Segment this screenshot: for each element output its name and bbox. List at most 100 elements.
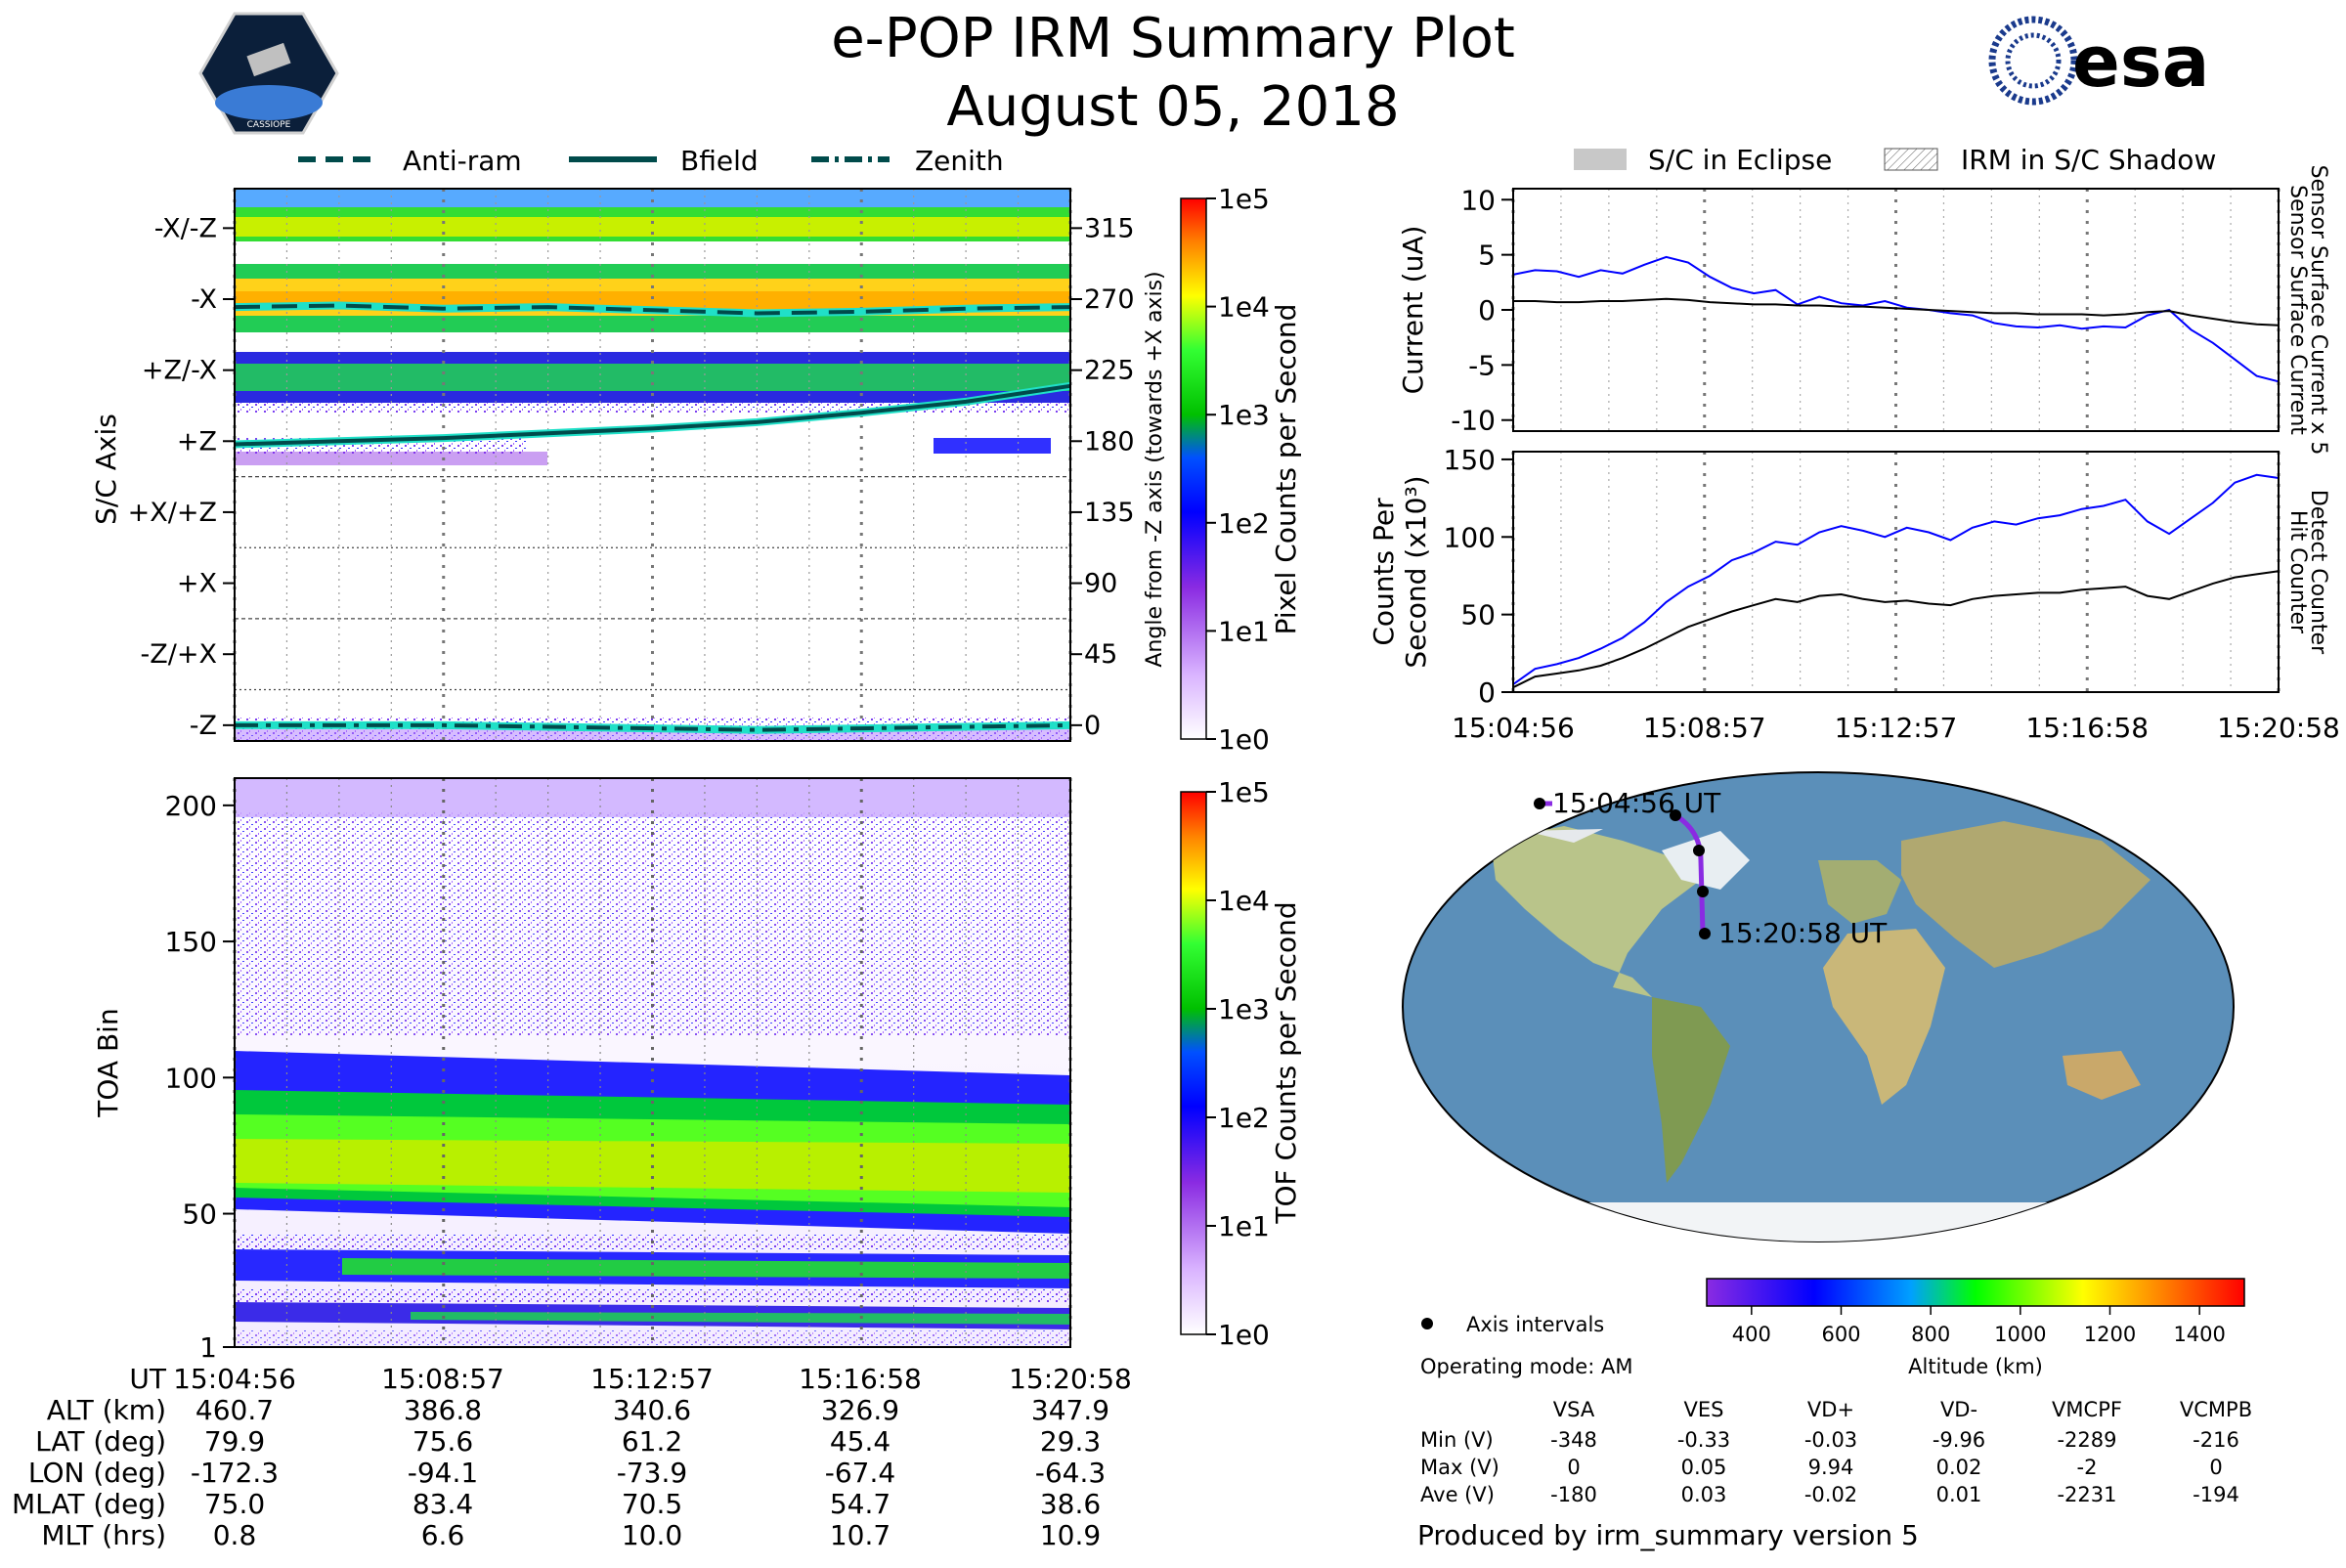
tof-spectrogram-panel: 200 150 100 50 1 TOA Bin: [92, 777, 1072, 1364]
tof-colorbar-label: TOF Counts per Second: [1270, 901, 1302, 1224]
ephemeris-time: 15:20:58: [1009, 1363, 1132, 1395]
pixel-colorbar: 1e5 1e4 1e3 1e2 1e1 1e0 Pixel Counts per Seco…: [1180, 183, 1302, 756]
counts-ytick-label: 50: [1460, 599, 1496, 632]
ephemeris-cell: 0.8: [213, 1519, 257, 1551]
ephemeris-cell: 45.4: [830, 1425, 891, 1458]
voltage-column-header: VSA: [1553, 1398, 1595, 1421]
ephemeris-cell: 460.7: [196, 1394, 274, 1426]
altitude-tick-label: 1000: [1994, 1323, 2046, 1346]
pixel-series-zenith: [235, 722, 1071, 732]
legend-shadow: IRM in S/C Shadow: [1961, 144, 2216, 176]
pixel-colorbar-tick-label: 1e5: [1218, 183, 1270, 215]
counts-panel: 150 100 50 0 Counts Per Second (x10³) Detec…: [1368, 444, 2340, 744]
orbit-track-line: [1673, 812, 1706, 935]
voltage-cell: 0: [2209, 1456, 2222, 1479]
voltage-cell: -2289: [2057, 1428, 2116, 1452]
voltage-table: VSA VES VD+ VD- VMCPF VCMPB Min (V) -348 -0.33 -0…: [1420, 1398, 2252, 1506]
current-ytick-label: -5: [1468, 349, 1496, 381]
axis-intervals-label: Axis intervals: [1466, 1313, 1604, 1336]
orbit-interval-point: [1699, 928, 1711, 939]
counts-xtick-label: 15:20:58: [2217, 712, 2340, 744]
altitude-tick-label: 1200: [2084, 1323, 2136, 1346]
tof-colorbar-tick-label: 1e4: [1218, 885, 1270, 917]
ephemeris-time: 15:04:56: [173, 1363, 296, 1395]
counts-xtick-label: 15:16:58: [2025, 712, 2149, 744]
ephemeris-cell: 70.5: [622, 1488, 682, 1520]
tof-ytick-label: 100: [165, 1062, 217, 1094]
cassiope-logo: CASSIOPE: [198, 12, 339, 135]
counts-xtick-label: 15:12:57: [1835, 712, 1958, 744]
current-ytick-label: -10: [1451, 405, 1496, 437]
pixel-colorbar-tick-label: 1e1: [1218, 615, 1270, 647]
pixel-axis-category: +X: [177, 569, 217, 599]
counts-right-label-black: Hit Counter: [2285, 510, 2310, 634]
page-title: e-POP IRM Summary Plot: [831, 7, 1515, 70]
legend-anti-ram: Anti-ram: [403, 145, 522, 177]
pixel-angle-tick: 180: [1084, 426, 1135, 457]
voltage-cell: 0.01: [1936, 1483, 1982, 1506]
ephemeris-header: UT: [129, 1363, 166, 1395]
tof-ytick-label: 50: [182, 1198, 217, 1231]
voltage-cell: 0: [1567, 1456, 1580, 1479]
pixel-axis-category: -X: [191, 284, 217, 315]
pixel-spectrogram-panel: -X/-Z 315 -X 270 +Z/-X 225 +Z 180 +X/+Z 135 +X 90 -Z…: [90, 188, 1167, 742]
ephemeris-row-label: MLT (hrs): [41, 1519, 166, 1551]
ephemeris-cell: 75.6: [413, 1425, 473, 1458]
tof-ytick-label: 150: [165, 926, 217, 958]
orbit-track: [1534, 798, 1711, 939]
voltage-column-header: VD-: [1940, 1398, 1977, 1421]
pixel-colorbar-tick-label: 1e4: [1218, 291, 1270, 324]
counts-ylabel-line1: Counts Per: [1368, 498, 1400, 646]
counts-series-blue: [1512, 473, 2280, 685]
voltage-row-label: Ave (V): [1420, 1483, 1495, 1506]
pixel-colorbar-label: Pixel Counts per Second: [1270, 304, 1302, 635]
pixel-axis-category: -Z: [190, 711, 217, 741]
legend-shadow-swatch: [1884, 148, 1938, 171]
ephemeris-cell: -172.3: [191, 1457, 279, 1489]
esa-logo-text: esa: [2072, 21, 2209, 103]
altitude-tick-label: 1400: [2173, 1323, 2225, 1346]
pixel-series-anti-ram: [234, 303, 1071, 316]
legend-eclipse: S/C in Eclipse: [1648, 144, 1832, 176]
counts-xtick-label: 15:08:57: [1643, 712, 1766, 744]
ephemeris-time: 15:12:57: [590, 1363, 714, 1395]
ephemeris-cell: 10.0: [622, 1519, 682, 1551]
axis-interval-marker: [1421, 1318, 1433, 1329]
cassiope-logo-text: CASSIOPE: [247, 120, 291, 130]
counts-ylabel-line2: Second (x10³): [1400, 475, 1432, 668]
legend-top-right: S/C in Eclipse IRM in S/C Shadow: [1574, 144, 2216, 176]
current-series-black: [1513, 297, 2280, 327]
page-date: August 05, 2018: [946, 75, 1399, 139]
pixel-angle-tick: 0: [1084, 711, 1101, 741]
pixel-angle-tick: 90: [1084, 569, 1117, 599]
voltage-cell: -180: [1550, 1483, 1597, 1506]
world-map: 15:04:56 UT 15:20:58 UT: [1402, 771, 2235, 1242]
legend-zenith: Zenith: [915, 145, 1004, 177]
ephemeris-cell: 29.3: [1040, 1425, 1101, 1458]
voltage-row-label: Min (V): [1420, 1428, 1494, 1452]
map-landmasses: [1486, 821, 2150, 1241]
tof-ytick-label: 1: [199, 1331, 217, 1364]
tof-ylabel: TOA Bin: [92, 1008, 124, 1117]
pixel-angle-tick: 45: [1084, 639, 1117, 670]
tof-colorbar-tick-label: 1e2: [1218, 1102, 1270, 1134]
current-right-label-blue: Sensor Surface Current x 5: [2306, 165, 2330, 456]
pixel-series-bfield: [234, 383, 1071, 447]
voltage-column-header: VES: [1684, 1398, 1724, 1421]
voltage-cell: -0.02: [1804, 1483, 1857, 1506]
ephemeris-cell: 10.9: [1040, 1519, 1101, 1551]
pixel-axis-category: +X/+Z: [128, 498, 217, 528]
ephemeris-cell: 326.9: [821, 1394, 899, 1426]
pixel-angle-tick: 315: [1084, 213, 1135, 243]
counts-ytick-label: 0: [1478, 676, 1496, 709]
tof-colorbar-tick-label: 1e0: [1218, 1319, 1270, 1351]
voltage-column-header: VMCPF: [2052, 1398, 2122, 1421]
ephemeris-cell: -94.1: [408, 1457, 478, 1489]
altitude-tick-label: 400: [1732, 1323, 1771, 1346]
counts-ytick-label: 100: [1444, 521, 1496, 553]
voltage-row-label: Max (V): [1420, 1456, 1499, 1479]
voltage-cell: -9.96: [1933, 1428, 1985, 1452]
pixel-axis-category: -Z/+X: [141, 639, 217, 670]
current-ytick-label: 10: [1460, 184, 1496, 216]
ephemeris-cell: -67.4: [825, 1457, 895, 1489]
